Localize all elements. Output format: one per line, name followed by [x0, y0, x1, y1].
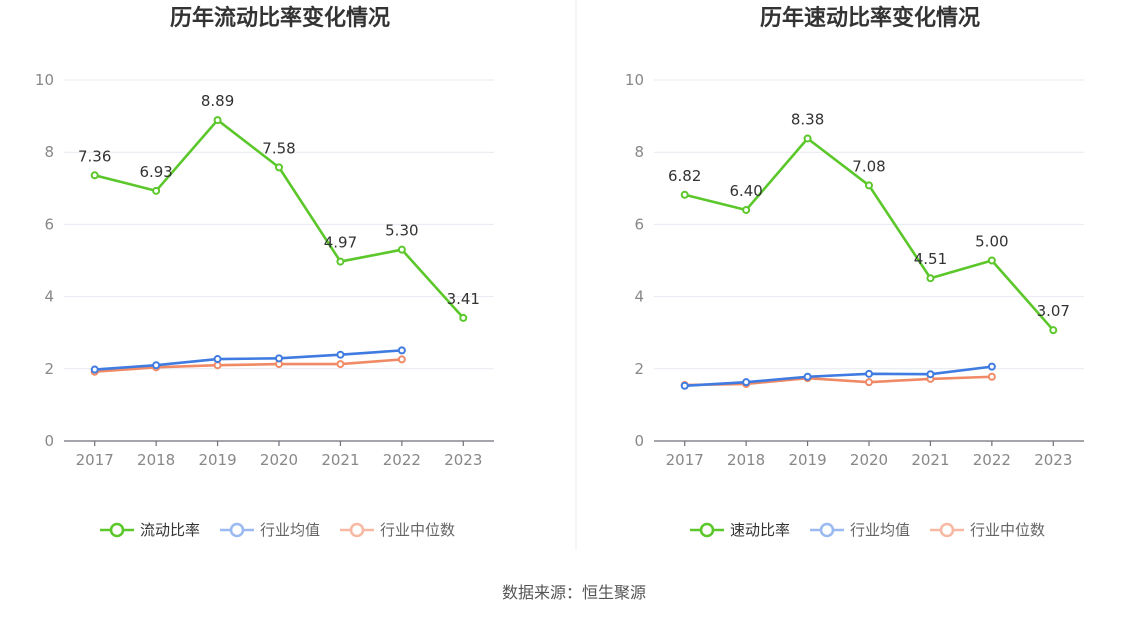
data-point-avg[interactable]: [742, 378, 751, 387]
data-label: 4.97: [324, 234, 357, 252]
x-tick-label: 2022: [973, 451, 1011, 469]
data-point-main[interactable]: [865, 181, 873, 190]
y-tick-label: 6: [634, 215, 644, 233]
legend-marker: [349, 522, 365, 538]
data-point-avg[interactable]: [680, 381, 689, 390]
data-point-median[interactable]: [397, 355, 406, 364]
data-label: 7.08: [852, 157, 885, 175]
y-tick-label: 8: [44, 143, 54, 161]
data-point-main[interactable]: [1049, 326, 1058, 335]
legend-marker: [819, 522, 835, 538]
data-point-median[interactable]: [336, 360, 345, 369]
data-label: 3.41: [447, 290, 480, 308]
data-label: 7.58: [262, 139, 295, 157]
legend-marker: [229, 522, 245, 538]
data-point-main[interactable]: [336, 257, 345, 266]
data-point-main[interactable]: [152, 186, 161, 195]
data-label: 5.30: [385, 222, 418, 240]
legend-label: 行业中位数: [970, 521, 1045, 539]
y-tick-label: 2: [44, 360, 54, 378]
legend-item-median[interactable]: 行业中位数: [930, 521, 1045, 539]
y-tick-label: 0: [44, 432, 54, 450]
data-label: 6.40: [729, 182, 762, 200]
y-tick-label: 10: [35, 71, 54, 89]
data-label: 6.93: [139, 163, 172, 181]
data-point-main[interactable]: [926, 274, 935, 283]
data-label: 8.89: [201, 92, 234, 110]
data-label: 7.36: [78, 147, 111, 165]
x-tick-label: 2021: [321, 451, 359, 469]
data-point-avg[interactable]: [926, 370, 935, 379]
legend-label: 行业均值: [260, 521, 320, 539]
data-point-avg[interactable]: [213, 355, 222, 364]
data-point-avg[interactable]: [275, 354, 283, 363]
x-tick-label: 2018: [727, 451, 765, 469]
chart-title: 历年速动比率变化情况: [760, 5, 980, 31]
legend-label: 流动比率: [140, 521, 200, 539]
legend-label: 速动比率: [730, 521, 790, 539]
data-label: 4.51: [914, 250, 947, 268]
data-point-main[interactable]: [459, 313, 468, 322]
data-point-main[interactable]: [397, 245, 406, 254]
data-point-median[interactable]: [213, 361, 222, 370]
data-label: 6.82: [668, 167, 701, 185]
legend-item-main[interactable]: 速动比率: [690, 521, 790, 539]
y-tick-label: 4: [634, 288, 644, 306]
series-line-median: [684, 375, 992, 387]
data-label: 8.38: [791, 110, 824, 128]
data-label: 3.07: [1037, 302, 1070, 320]
data-label: 5.00: [975, 233, 1008, 251]
series-line-avg: [684, 365, 993, 388]
y-tick-label: 8: [634, 143, 644, 161]
legend-item-median[interactable]: 行业中位数: [340, 521, 455, 539]
x-tick-label: 2017: [666, 451, 704, 469]
x-tick-label: 2019: [788, 451, 826, 469]
data-source: 数据来源：恒生聚源: [502, 583, 646, 602]
legend-item-avg[interactable]: 行业均值: [810, 521, 910, 539]
data-point-median[interactable]: [987, 372, 996, 381]
data-point-avg[interactable]: [397, 346, 406, 355]
y-tick-label: 6: [44, 215, 54, 233]
legend-marker: [699, 522, 715, 538]
data-point-main[interactable]: [90, 171, 99, 180]
x-tick-label: 2022: [383, 451, 421, 469]
data-point-main[interactable]: [803, 134, 812, 143]
legend-label: 行业均值: [850, 521, 910, 539]
series-line-median: [94, 358, 402, 373]
current-ratio-chart: 历年流动比率变化情况 0 2 4 6 8 10 2017 2018 2019 2020 2021 202…: [35, 5, 494, 539]
y-tick-label: 0: [634, 432, 644, 450]
x-tick-label: 2021: [911, 451, 949, 469]
data-point-avg[interactable]: [90, 365, 99, 374]
x-tick-label: 2018: [137, 451, 175, 469]
legend-marker: [109, 522, 125, 538]
x-tick-label: 2020: [260, 451, 298, 469]
legend-item-main[interactable]: 流动比率: [100, 521, 200, 539]
data-point-main[interactable]: [987, 256, 996, 265]
x-tick-label: 2023: [1034, 451, 1072, 469]
data-point-avg[interactable]: [803, 372, 812, 381]
legend-marker: [939, 522, 955, 538]
quick-ratio-chart: 历年速动比率变化情况 0 2 4 6 8 10 2017 2018 2019 2020 2021 202…: [625, 5, 1084, 539]
data-point-main[interactable]: [742, 205, 751, 214]
y-tick-label: 2: [634, 360, 644, 378]
legend-label: 行业中位数: [380, 521, 455, 539]
data-point-avg[interactable]: [865, 369, 873, 378]
x-tick-label: 2023: [444, 451, 482, 469]
data-point-main[interactable]: [680, 190, 689, 199]
chart-title: 历年流动比率变化情况: [170, 5, 390, 31]
series-line-avg: [94, 349, 402, 371]
data-point-main[interactable]: [213, 116, 222, 125]
x-tick-label: 2017: [76, 451, 114, 469]
y-tick-label: 4: [44, 288, 54, 306]
legend-item-avg[interactable]: 行业均值: [220, 521, 320, 539]
y-tick-label: 10: [625, 71, 644, 89]
x-tick-label: 2019: [198, 451, 236, 469]
data-point-main[interactable]: [275, 163, 283, 172]
data-point-avg[interactable]: [336, 350, 345, 359]
data-point-avg[interactable]: [152, 361, 161, 370]
x-tick-label: 2020: [850, 451, 888, 469]
data-point-median[interactable]: [865, 378, 873, 387]
data-point-avg[interactable]: [987, 362, 996, 371]
